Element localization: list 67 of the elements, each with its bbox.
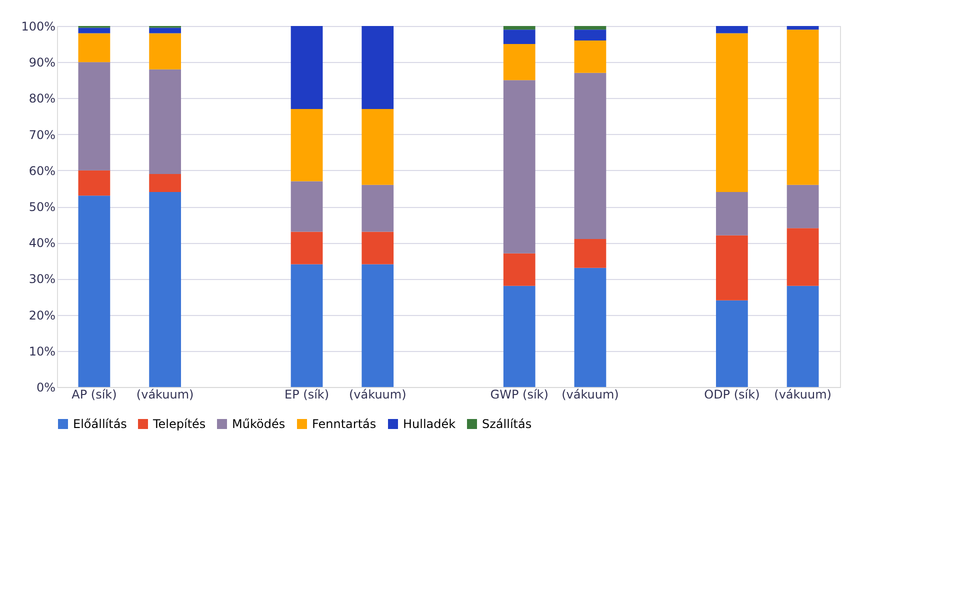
bar xyxy=(149,28,182,34)
y-tick-label: 10% xyxy=(28,344,56,358)
bar xyxy=(574,238,606,268)
bar xyxy=(290,264,323,387)
legend-label: Fenntartás xyxy=(312,417,376,431)
bar xyxy=(716,235,748,300)
bar xyxy=(78,196,110,387)
y-tick-label: 60% xyxy=(28,164,56,178)
bar xyxy=(503,253,536,286)
x-tick-label: (vákuum) xyxy=(136,388,194,402)
bar xyxy=(149,192,182,387)
legend-label: Telepítés xyxy=(152,417,206,431)
bar xyxy=(290,109,323,182)
bar xyxy=(149,174,182,192)
bar xyxy=(503,30,536,44)
bar xyxy=(362,264,394,387)
bar xyxy=(786,184,819,228)
bar xyxy=(503,286,536,387)
x-tick-label: (vákuum) xyxy=(562,388,619,402)
bar xyxy=(786,286,819,387)
x-tick-label: AP (sík) xyxy=(72,388,117,402)
bar xyxy=(290,181,323,232)
x-tick-label: (vákuum) xyxy=(774,388,832,402)
legend-label: Hulladék xyxy=(403,417,456,431)
bar xyxy=(786,30,819,185)
bar xyxy=(716,300,748,387)
bar xyxy=(290,26,323,110)
bar xyxy=(503,26,536,30)
bar xyxy=(78,28,110,34)
y-tick-label: 80% xyxy=(28,92,56,106)
y-tick-label: 40% xyxy=(28,236,56,250)
bar xyxy=(503,80,536,254)
bar xyxy=(78,62,110,170)
bar xyxy=(786,228,819,286)
legend-label: Szállítás xyxy=(482,417,532,431)
bar xyxy=(149,33,182,70)
x-tick-label: ODP (sík) xyxy=(704,388,760,402)
bar xyxy=(574,268,606,387)
bar xyxy=(78,33,110,62)
bar xyxy=(574,26,606,30)
y-tick-label: 90% xyxy=(28,56,56,70)
y-tick-label: 70% xyxy=(28,128,56,142)
bar xyxy=(574,30,606,40)
bar xyxy=(716,33,748,192)
bar xyxy=(362,109,394,185)
bar xyxy=(149,69,182,174)
x-tick-label: EP (sík) xyxy=(284,388,330,402)
y-tick-label: 0% xyxy=(36,380,56,394)
bar xyxy=(78,170,110,196)
y-tick-label: 20% xyxy=(28,308,56,322)
legend-label: Előállítás xyxy=(73,417,127,431)
bar xyxy=(786,26,819,30)
bar xyxy=(290,232,323,264)
legend-label: Működés xyxy=(232,417,286,431)
bar xyxy=(362,232,394,264)
bar xyxy=(362,26,394,110)
x-tick-label: (vákuum) xyxy=(348,388,406,402)
x-tick-label: GWP (sík) xyxy=(490,388,548,402)
bar xyxy=(362,184,394,232)
y-tick-label: 30% xyxy=(28,272,56,286)
bar xyxy=(574,40,606,73)
bar xyxy=(574,72,606,239)
bar xyxy=(503,44,536,80)
bar xyxy=(716,26,748,34)
y-tick-label: 100% xyxy=(21,20,56,34)
y-tick-label: 50% xyxy=(28,200,56,214)
bar xyxy=(716,192,748,236)
